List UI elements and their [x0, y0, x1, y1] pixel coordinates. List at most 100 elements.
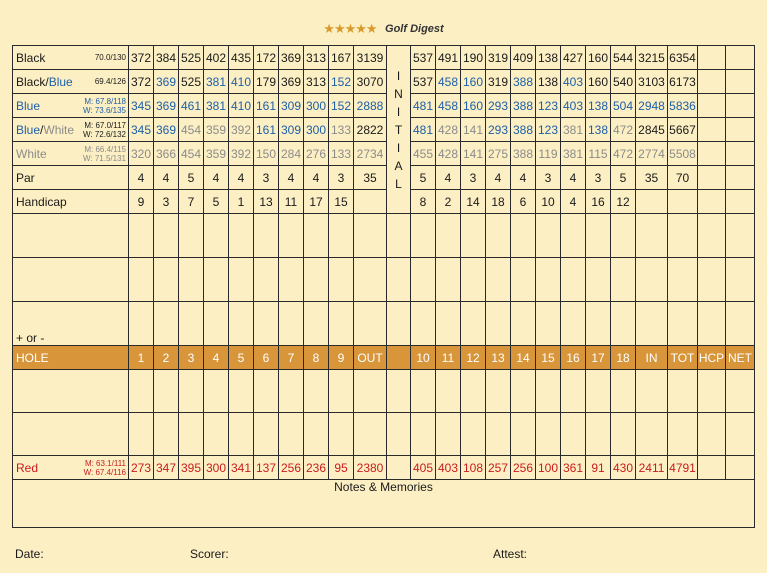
score-cell[interactable]	[228, 412, 254, 456]
score-cell[interactable]	[303, 257, 329, 302]
score-cell[interactable]	[560, 213, 586, 258]
score-cell[interactable]	[410, 412, 436, 456]
score-cell[interactable]	[667, 213, 698, 258]
score-cell[interactable]	[725, 412, 755, 456]
score-cell[interactable]	[178, 213, 204, 258]
score-cell[interactable]	[410, 213, 436, 258]
score-cell[interactable]	[635, 213, 668, 258]
score-cell[interactable]	[435, 301, 461, 346]
player-name-cell[interactable]	[12, 213, 129, 258]
score-cell[interactable]	[610, 257, 636, 302]
score-cell[interactable]	[386, 213, 411, 258]
score-cell[interactable]	[253, 257, 279, 302]
score-cell[interactable]	[128, 257, 154, 302]
score-cell[interactable]	[153, 369, 179, 413]
score-cell[interactable]	[228, 257, 254, 302]
score-cell[interactable]	[178, 369, 204, 413]
score-cell[interactable]	[386, 301, 411, 346]
score-cell[interactable]	[560, 369, 586, 413]
score-cell[interactable]	[253, 369, 279, 413]
score-cell[interactable]	[460, 369, 486, 413]
score-cell[interactable]	[725, 257, 755, 302]
score-cell[interactable]	[410, 301, 436, 346]
score-cell[interactable]	[153, 301, 179, 346]
score-cell[interactable]	[353, 301, 387, 346]
score-cell[interactable]	[435, 257, 461, 302]
score-cell[interactable]	[485, 412, 511, 456]
score-cell[interactable]	[725, 213, 755, 258]
score-cell[interactable]	[328, 257, 354, 302]
score-cell[interactable]	[485, 257, 511, 302]
score-cell[interactable]	[153, 213, 179, 258]
score-cell[interactable]	[410, 369, 436, 413]
score-cell[interactable]	[560, 257, 586, 302]
score-cell[interactable]	[725, 301, 755, 346]
score-cell[interactable]	[460, 257, 486, 302]
player-name-cell[interactable]	[12, 369, 129, 413]
score-cell[interactable]	[585, 257, 611, 302]
score-cell[interactable]	[535, 257, 561, 302]
score-cell[interactable]	[510, 301, 536, 346]
score-cell[interactable]	[153, 412, 179, 456]
score-cell[interactable]	[667, 412, 698, 456]
score-cell[interactable]	[635, 412, 668, 456]
score-cell[interactable]	[278, 301, 304, 346]
score-cell[interactable]	[253, 301, 279, 346]
score-cell[interactable]	[228, 301, 254, 346]
score-cell[interactable]	[178, 412, 204, 456]
score-cell[interactable]	[353, 257, 387, 302]
score-cell[interactable]	[667, 301, 698, 346]
score-cell[interactable]	[253, 213, 279, 258]
score-cell[interactable]	[178, 301, 204, 346]
score-cell[interactable]	[153, 257, 179, 302]
notes-area[interactable]: Notes & Memories	[12, 479, 755, 528]
score-cell[interactable]	[535, 412, 561, 456]
score-cell[interactable]	[585, 412, 611, 456]
score-cell[interactable]	[386, 369, 411, 413]
score-cell[interactable]	[228, 369, 254, 413]
score-cell[interactable]	[585, 369, 611, 413]
score-cell[interactable]	[303, 213, 329, 258]
score-cell[interactable]	[328, 301, 354, 346]
score-cell[interactable]	[485, 369, 511, 413]
score-cell[interactable]	[203, 369, 229, 413]
score-cell[interactable]	[560, 301, 586, 346]
score-cell[interactable]	[697, 213, 726, 258]
score-cell[interactable]	[485, 213, 511, 258]
score-cell[interactable]	[410, 257, 436, 302]
score-cell[interactable]	[435, 369, 461, 413]
score-cell[interactable]	[697, 257, 726, 302]
score-cell[interactable]	[697, 369, 726, 413]
score-cell[interactable]	[485, 301, 511, 346]
player-name-cell[interactable]	[12, 257, 129, 302]
score-cell[interactable]	[328, 213, 354, 258]
score-cell[interactable]	[667, 257, 698, 302]
score-cell[interactable]	[203, 301, 229, 346]
score-cell[interactable]	[253, 412, 279, 456]
score-cell[interactable]	[535, 369, 561, 413]
score-cell[interactable]	[697, 412, 726, 456]
score-cell[interactable]	[303, 412, 329, 456]
score-cell[interactable]	[535, 213, 561, 258]
score-cell[interactable]	[697, 301, 726, 346]
score-cell[interactable]	[610, 213, 636, 258]
score-cell[interactable]	[635, 369, 668, 413]
score-cell[interactable]	[460, 213, 486, 258]
score-cell[interactable]	[667, 369, 698, 413]
score-cell[interactable]	[203, 412, 229, 456]
score-cell[interactable]	[203, 257, 229, 302]
score-cell[interactable]	[610, 412, 636, 456]
score-cell[interactable]	[353, 369, 387, 413]
score-cell[interactable]	[610, 301, 636, 346]
score-cell[interactable]	[228, 213, 254, 258]
score-cell[interactable]	[386, 412, 411, 456]
score-cell[interactable]	[585, 301, 611, 346]
score-cell[interactable]	[435, 412, 461, 456]
score-cell[interactable]	[278, 412, 304, 456]
score-cell[interactable]	[303, 301, 329, 346]
score-cell[interactable]	[353, 213, 387, 258]
score-cell[interactable]	[585, 213, 611, 258]
score-cell[interactable]	[178, 257, 204, 302]
score-cell[interactable]	[635, 257, 668, 302]
score-cell[interactable]	[510, 369, 536, 413]
